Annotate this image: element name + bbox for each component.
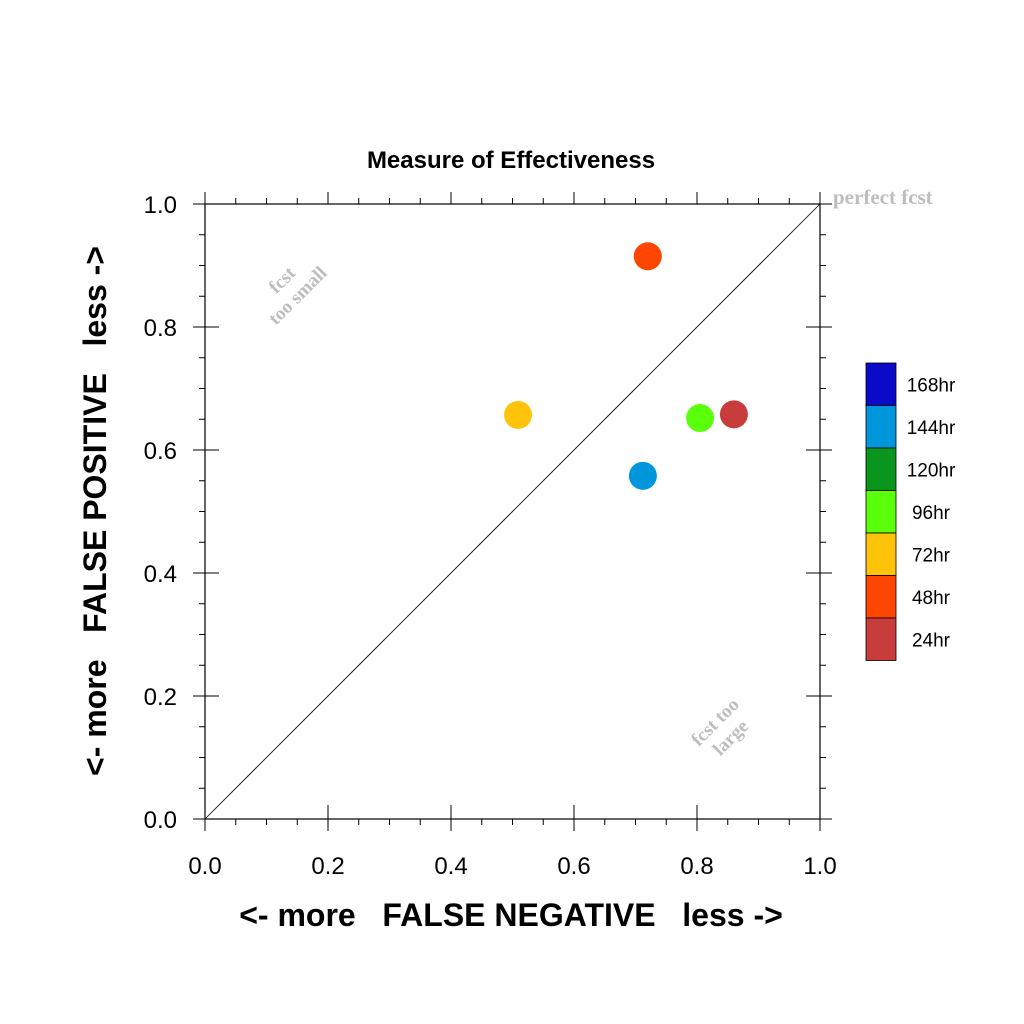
legend-label-24hr: 24hr: [912, 630, 951, 651]
annotation-too-large: fcst too large: [687, 694, 753, 760]
y-tick-label: 0.4: [144, 561, 177, 588]
point-48hr: [633, 242, 662, 271]
legend-swatch-168hr: [865, 362, 897, 406]
x-tick-labels: 0.0 0.2 0.4 0.6 0.8 1.0: [188, 853, 836, 880]
y-tick-label: 0.0: [144, 807, 177, 834]
y-tick-label: 0.8: [144, 315, 177, 342]
y-axis-label: <- more FALSE POSITIVE less ->: [77, 246, 113, 776]
perfect-forecast-diagonal: [204, 203, 821, 820]
annotation-perfect-fcst: perfect fcst: [833, 185, 933, 209]
data-points: [504, 242, 748, 490]
legend-label-168hr: 168hr: [907, 375, 956, 396]
legend-label-144hr: 144hr: [907, 418, 956, 439]
y-tick-label: 0.2: [144, 684, 177, 711]
y-tick-label: 1.0: [144, 192, 177, 219]
point-72hr: [504, 400, 533, 429]
legend-swatch-24hr: [865, 617, 897, 661]
point-24hr: [719, 400, 748, 429]
legend-label-48hr: 48hr: [912, 588, 951, 609]
x-tick-label: 0.8: [680, 853, 713, 880]
legend-swatch-144hr: [865, 405, 897, 449]
y-tick-labels: 0.0 0.2 0.4 0.6 0.8 1.0: [144, 192, 177, 834]
legend-swatch-72hr: [865, 532, 897, 576]
point-96hr: [686, 404, 715, 433]
y-tick-label: 0.6: [144, 438, 177, 465]
legend-swatch-120hr: [865, 447, 897, 491]
legend: 168hr 144hr 120hr 96hr 72hr 48hr 24hr: [865, 362, 956, 661]
x-tick-label: 0.2: [311, 853, 344, 880]
plot-area: [193, 192, 832, 831]
x-axis-label: <- more FALSE NEGATIVE less ->: [239, 897, 783, 933]
legend-label-72hr: 72hr: [912, 545, 951, 566]
point-144hr: [628, 461, 657, 490]
legend-label-96hr: 96hr: [912, 503, 951, 524]
legend-label-120hr: 120hr: [907, 460, 956, 481]
axis-ticks: [193, 192, 832, 831]
x-tick-label: 0.0: [188, 853, 221, 880]
x-tick-label: 0.4: [434, 853, 467, 880]
annotation-too-small: fcst too small: [265, 262, 332, 329]
legend-swatch-48hr: [865, 575, 897, 619]
legend-swatch-96hr: [865, 490, 897, 534]
x-tick-label: 1.0: [803, 853, 836, 880]
chart-title: Measure of Effectiveness: [367, 147, 655, 174]
x-tick-label: 0.6: [557, 853, 590, 880]
